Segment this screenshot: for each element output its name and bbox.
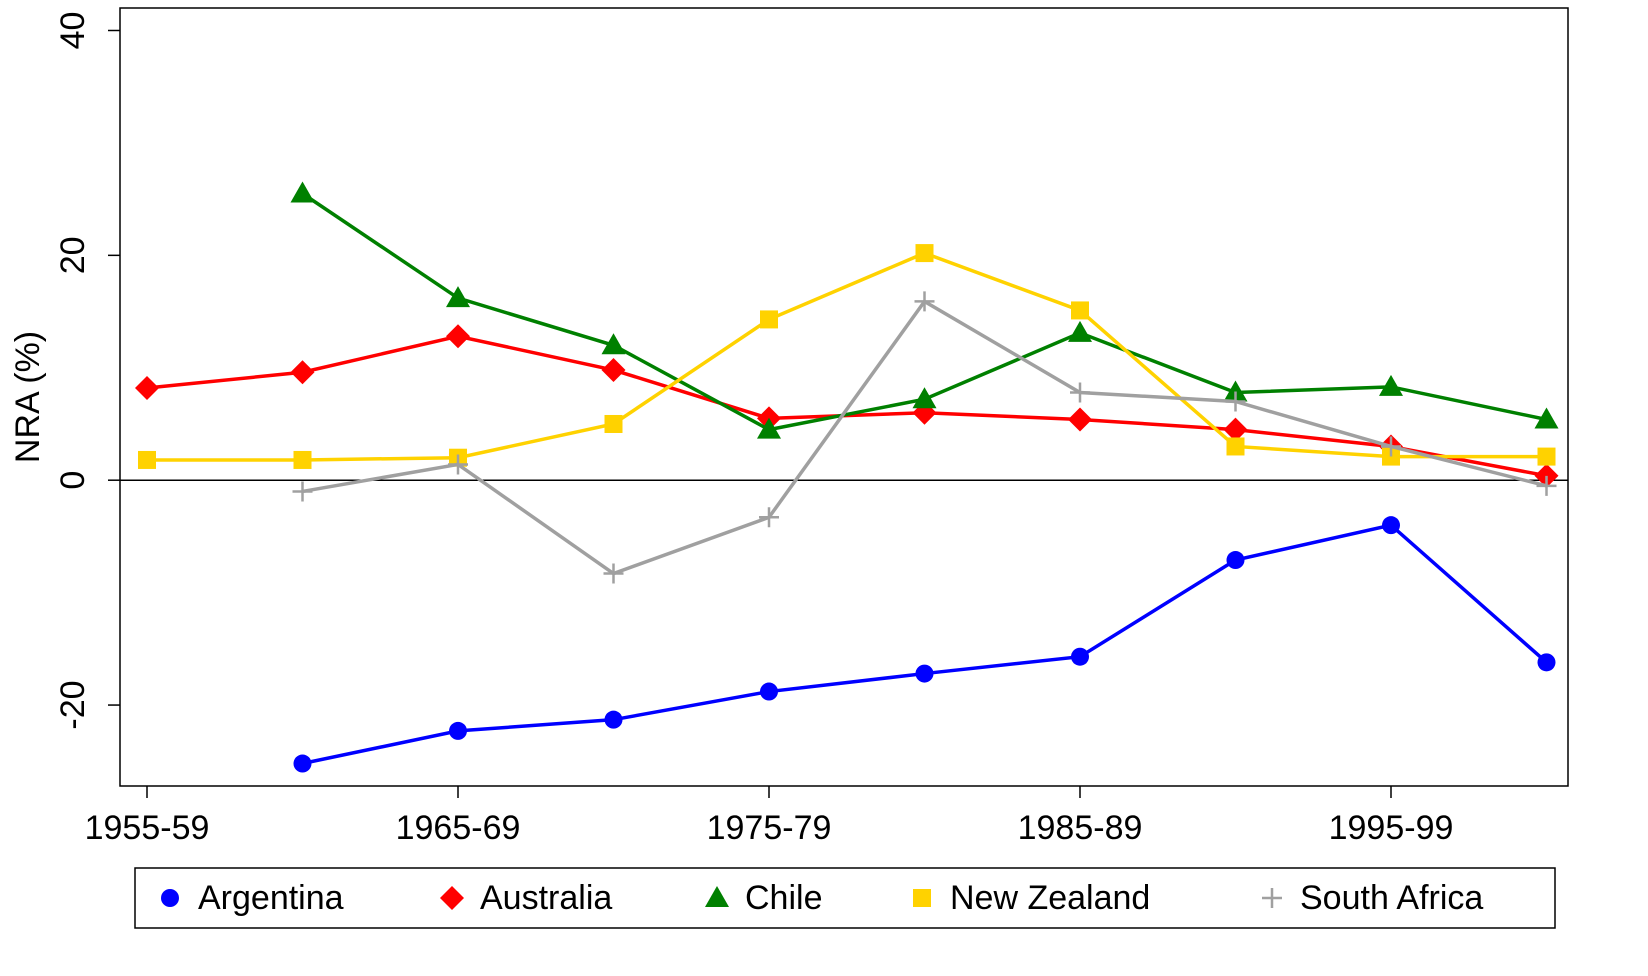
series-line — [302, 523, 1548, 766]
point-marker — [757, 417, 781, 439]
point-marker — [915, 664, 934, 683]
y-tick-label: 0 — [54, 471, 92, 490]
legend-label: South Africa — [1300, 879, 1483, 917]
y-axis-title: NRA (%) — [9, 331, 47, 463]
plot-frame — [119, 7, 1569, 787]
point-marker — [1071, 647, 1089, 666]
point-marker — [1382, 516, 1400, 535]
point-marker — [1379, 374, 1403, 396]
legend-label: Argentina — [198, 879, 344, 917]
point-marker — [1537, 653, 1556, 672]
x-tick-label: 1955-59 — [85, 809, 210, 847]
point-marker — [1536, 475, 1557, 496]
point-marker — [1534, 407, 1559, 429]
point-marker — [448, 454, 468, 475]
point-marker — [1534, 463, 1559, 488]
point-marker — [1226, 551, 1245, 570]
legend-label: New Zealand — [950, 879, 1150, 917]
point-marker — [1068, 320, 1092, 342]
point-marker — [1225, 391, 1246, 412]
x-tick-label: 1965-69 — [396, 809, 521, 847]
point-marker — [446, 324, 470, 349]
point-marker — [293, 450, 312, 469]
point-marker — [449, 721, 467, 740]
legend-marker — [161, 889, 179, 907]
point-marker — [604, 414, 623, 433]
point-marker — [604, 710, 623, 729]
point-marker — [1537, 447, 1556, 466]
point-marker — [292, 481, 313, 502]
legend-label: Australia — [480, 879, 612, 917]
point-marker — [138, 450, 156, 469]
legend-box — [134, 867, 1556, 929]
x-tick-label: 1985-89 — [1018, 809, 1143, 847]
point-marker — [759, 507, 779, 528]
legend-marker — [1262, 888, 1282, 908]
y-tick-label: -20 — [54, 680, 92, 729]
point-marker — [603, 563, 624, 584]
legend-marker — [705, 886, 729, 907]
x-tick-label: 1995-99 — [1329, 809, 1454, 847]
point-marker — [915, 244, 934, 263]
point-marker — [912, 387, 937, 409]
point-marker — [760, 310, 778, 329]
point-marker — [1071, 301, 1089, 320]
point-marker — [135, 376, 159, 401]
point-marker — [601, 358, 626, 383]
y-tick-label: 20 — [54, 236, 92, 274]
legend-label: Chile — [745, 879, 822, 917]
x-tick-label: 1975-79 — [707, 809, 832, 847]
point-marker — [1068, 407, 1092, 432]
point-marker — [1223, 380, 1248, 402]
point-marker — [290, 360, 315, 385]
legend-marker — [440, 886, 464, 910]
y-tick-label: 40 — [54, 12, 92, 50]
point-marker — [1226, 437, 1245, 456]
point-marker — [446, 286, 470, 308]
point-marker — [290, 181, 315, 203]
point-marker — [1223, 417, 1248, 442]
point-marker — [1381, 436, 1401, 457]
series-line — [147, 251, 1547, 462]
point-marker — [1070, 382, 1090, 403]
point-marker — [914, 291, 935, 312]
point-marker — [293, 754, 312, 773]
point-marker — [1382, 447, 1400, 466]
point-marker — [601, 333, 626, 355]
legend-marker — [913, 889, 931, 907]
point-marker — [760, 682, 778, 701]
